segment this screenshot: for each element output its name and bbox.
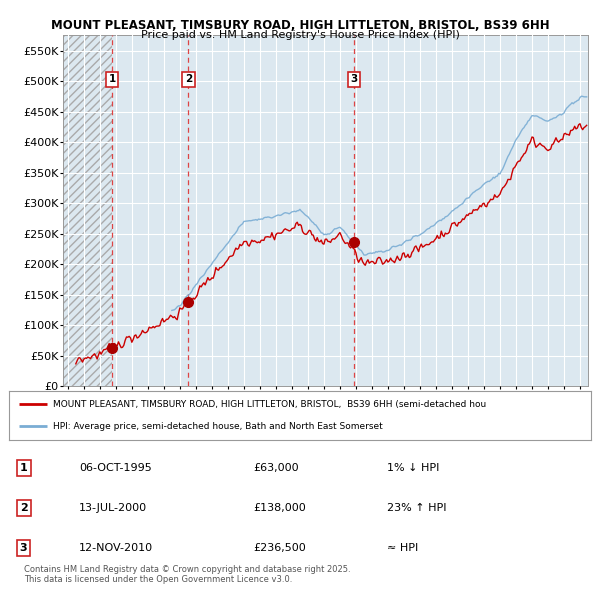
Text: 06-OCT-1995: 06-OCT-1995 bbox=[79, 463, 152, 473]
Text: Price paid vs. HM Land Registry's House Price Index (HPI): Price paid vs. HM Land Registry's House … bbox=[140, 30, 460, 40]
Text: ≈ HPI: ≈ HPI bbox=[388, 543, 419, 553]
Text: 23% ↑ HPI: 23% ↑ HPI bbox=[388, 503, 447, 513]
Text: 1% ↓ HPI: 1% ↓ HPI bbox=[388, 463, 440, 473]
Text: 1: 1 bbox=[20, 463, 28, 473]
Text: 13-JUL-2000: 13-JUL-2000 bbox=[79, 503, 147, 513]
Text: MOUNT PLEASANT, TIMSBURY ROAD, HIGH LITTLETON, BRISTOL,  BS39 6HH (semi-detached: MOUNT PLEASANT, TIMSBURY ROAD, HIGH LITT… bbox=[53, 400, 486, 409]
Text: £63,000: £63,000 bbox=[253, 463, 299, 473]
Text: 12-NOV-2010: 12-NOV-2010 bbox=[79, 543, 153, 553]
Text: 3: 3 bbox=[350, 74, 358, 84]
Text: HPI: Average price, semi-detached house, Bath and North East Somerset: HPI: Average price, semi-detached house,… bbox=[53, 422, 382, 431]
Bar bbox=[63, 35, 112, 386]
Text: MOUNT PLEASANT, TIMSBURY ROAD, HIGH LITTLETON, BRISTOL, BS39 6HH: MOUNT PLEASANT, TIMSBURY ROAD, HIGH LITT… bbox=[50, 19, 550, 32]
Text: 2: 2 bbox=[185, 74, 192, 84]
Text: £138,000: £138,000 bbox=[253, 503, 306, 513]
Text: 1: 1 bbox=[109, 74, 116, 84]
Text: 3: 3 bbox=[20, 543, 28, 553]
Text: 2: 2 bbox=[20, 503, 28, 513]
Text: Contains HM Land Registry data © Crown copyright and database right 2025.
This d: Contains HM Land Registry data © Crown c… bbox=[23, 565, 350, 584]
Text: £236,500: £236,500 bbox=[253, 543, 306, 553]
